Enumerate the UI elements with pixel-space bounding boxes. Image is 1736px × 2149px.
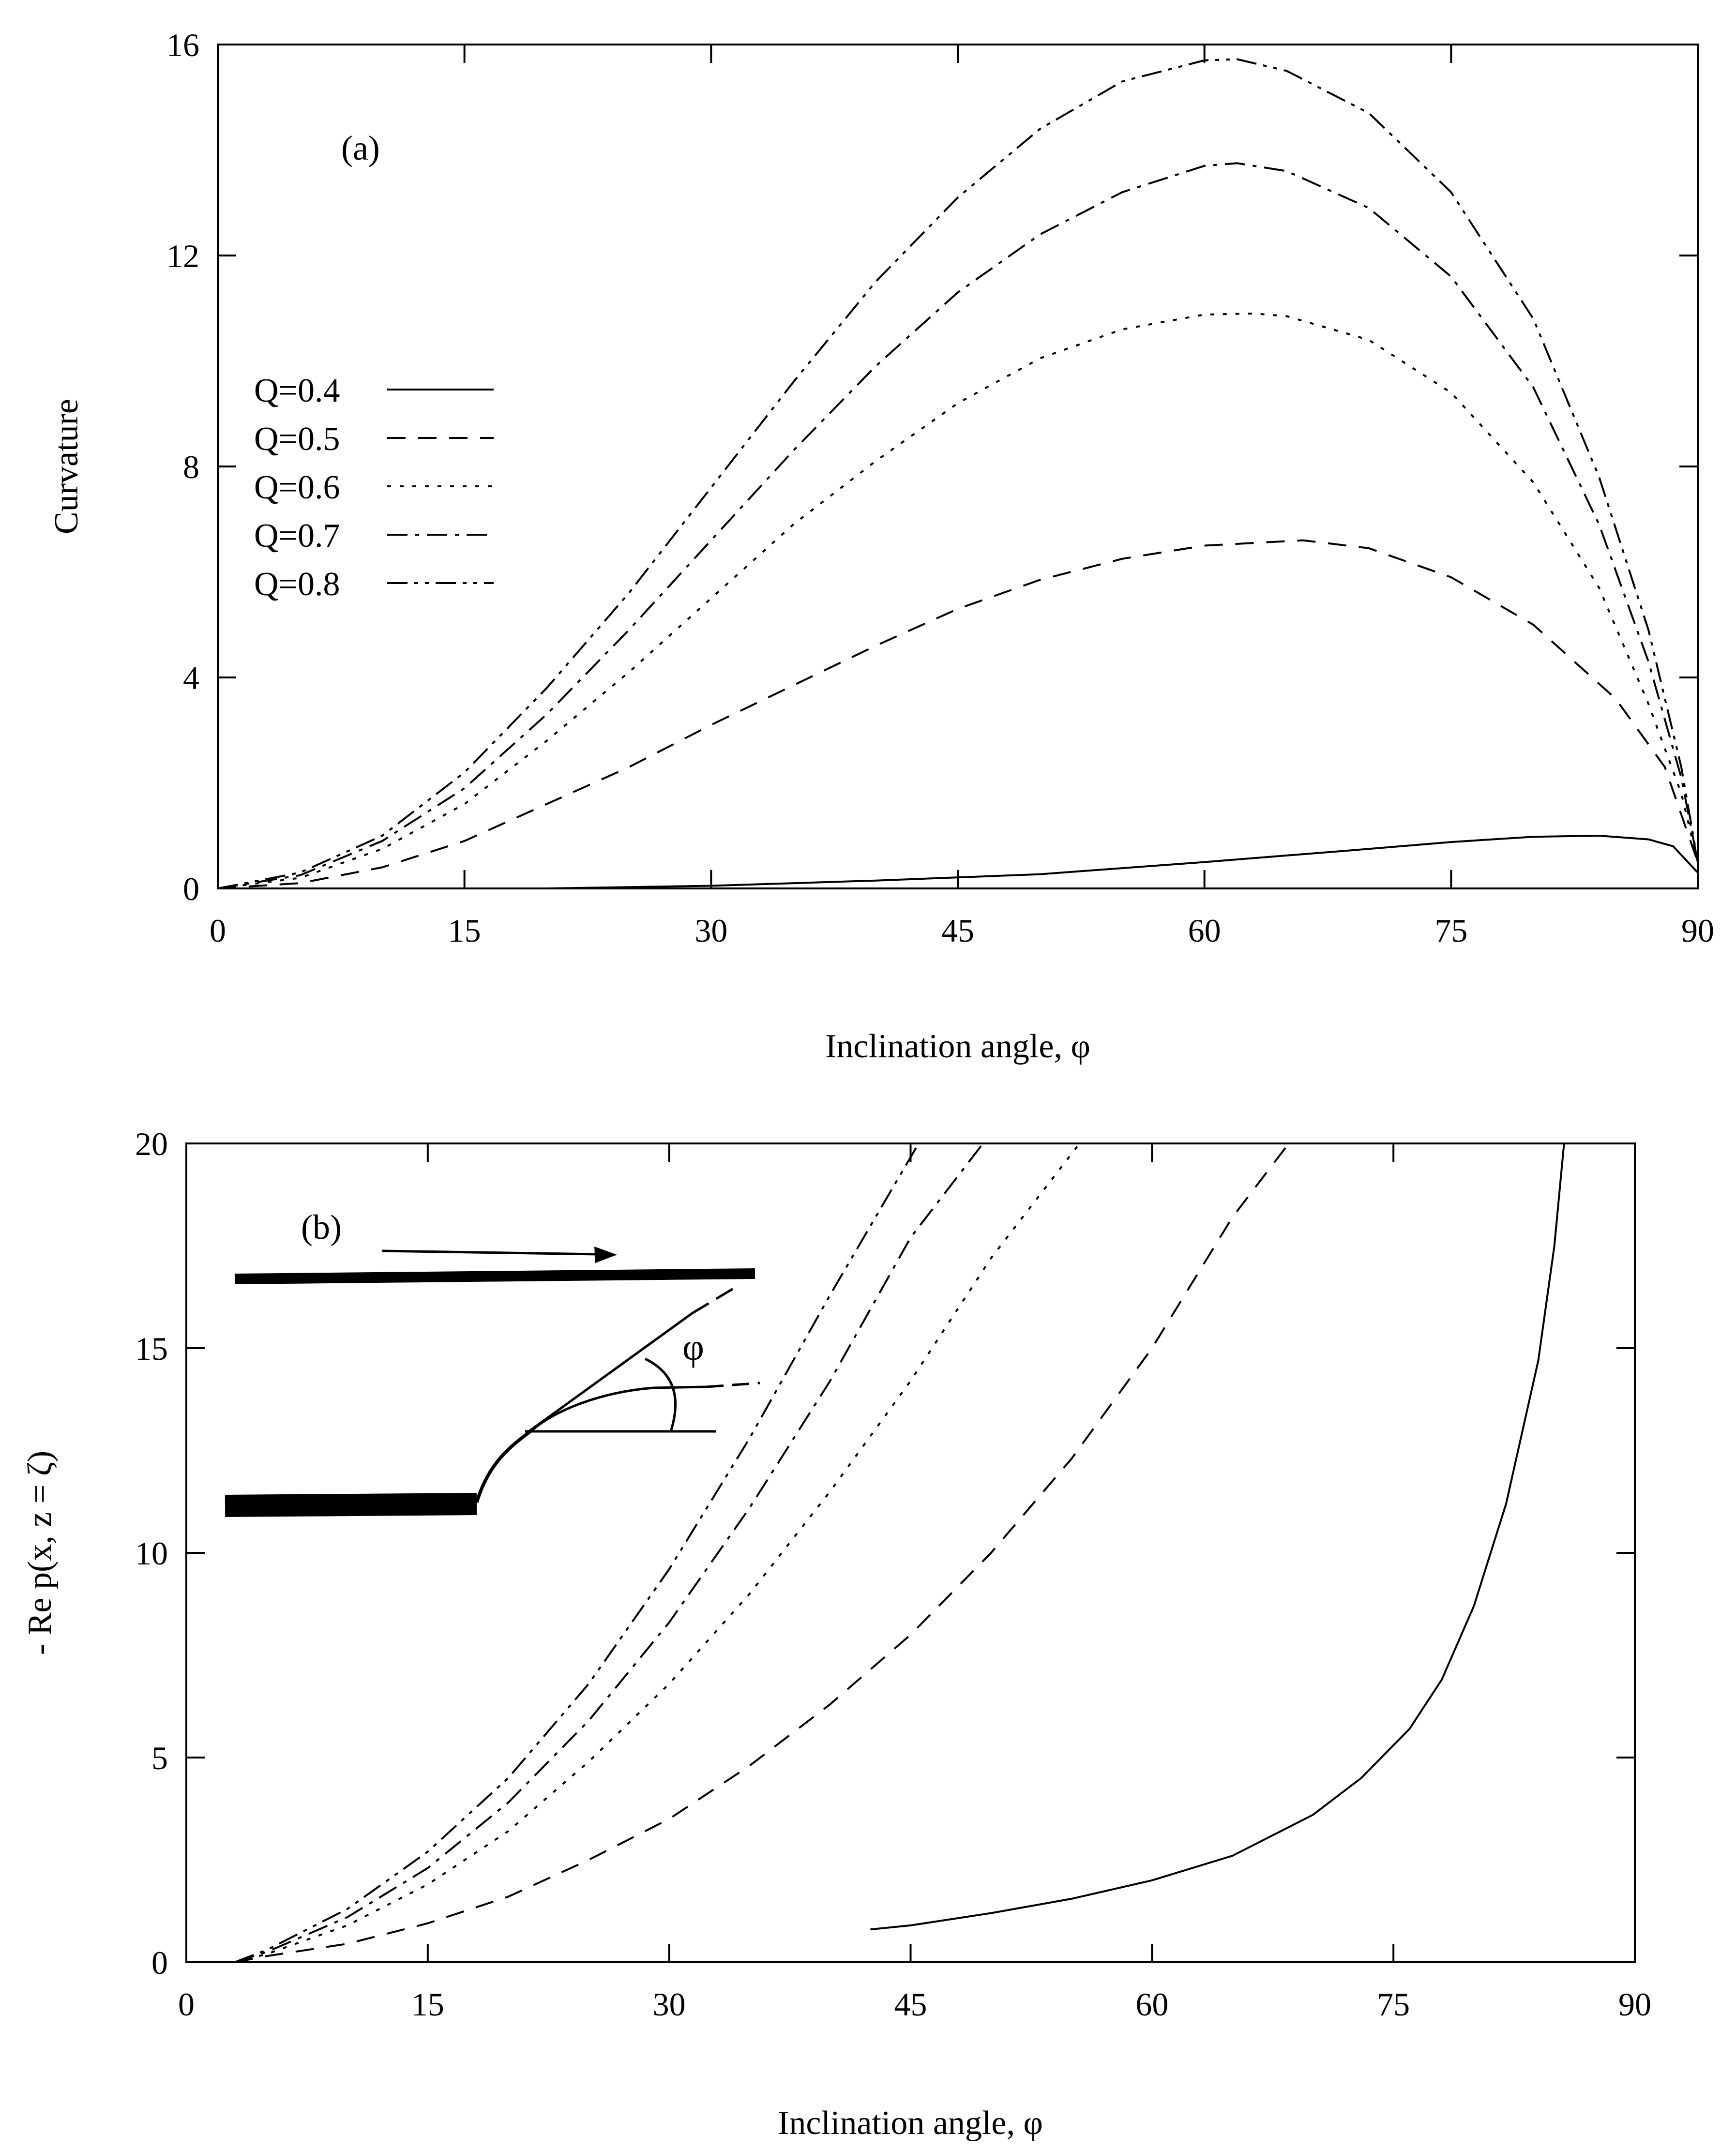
- panel-b-series-line-Q-0-5: [234, 1142, 1290, 1963]
- interface-curve: [475, 1428, 534, 1503]
- panel-a-y-tick-label: 4: [183, 660, 199, 696]
- panel-b-x-tick-label: 60: [1135, 1986, 1168, 2023]
- legend-entry-label: Q=0.7: [254, 517, 340, 555]
- panel-b-x-tick-label: 45: [894, 1986, 927, 2023]
- panel-a-ticks: 0 15 30 45 60 75 90 0 4 8 12 16: [166, 27, 1714, 949]
- upper-wall: [234, 1268, 755, 1284]
- panel-b-plot-frame: [185, 1142, 1636, 1963]
- legend-entry-label: Q=0.4: [254, 372, 340, 409]
- panel-a-series-line-Q-0-4: [546, 835, 1699, 889]
- panel-a-y-tick-label: 12: [166, 238, 199, 274]
- tangent-line: [527, 1312, 693, 1434]
- panel-a-y-tick-label: 16: [166, 27, 199, 63]
- panel-a-series-line-Q-0-5: [217, 539, 1699, 889]
- panel-a-series-line-Q-0-7: [217, 162, 1699, 889]
- panel-b-x-tick-label: 15: [411, 1986, 444, 2023]
- panel-a-y-axis-title: Curvature: [48, 399, 85, 534]
- lower-wall: [225, 1493, 477, 1517]
- legend-entry-label: Q=0.6: [254, 469, 340, 506]
- panel-a-x-tick-label: 90: [1681, 912, 1714, 949]
- tangent-dashed-extension: [691, 1286, 737, 1315]
- panel-a-x-tick-label: 15: [448, 912, 481, 949]
- panel-b-y-tick-label: 20: [135, 1126, 168, 1162]
- panel-b-chart: 0 15 30 45 60 75 90 0 5 10 15 20 (b) Inclination an…: [21, 1126, 1651, 2142]
- panel-a-y-tick-label: 0: [183, 871, 199, 907]
- panel-b-y-tick-label: 15: [135, 1330, 168, 1367]
- panel-b-series-line-Q-0-4: [870, 1143, 1565, 1931]
- interface-profile: [531, 1385, 707, 1431]
- inset-schematic: φ: [225, 1247, 760, 1517]
- legend-entry-label: Q=0.5: [254, 421, 340, 458]
- panel-a-x-tick-label: 45: [941, 912, 974, 949]
- panel-b-label: (b): [301, 1208, 342, 1247]
- panel-a-x-tick-label: 60: [1188, 912, 1221, 949]
- flow-direction-arrow: [382, 1249, 598, 1256]
- inset-angle-symbol: φ: [682, 1326, 704, 1368]
- panel-b-x-tick-label: 30: [653, 1986, 686, 2023]
- panel-b-ticks: 0 15 30 45 60 75 90 0 5 10 15 20: [135, 1126, 1651, 2023]
- panel-b-y-tick-label: 10: [135, 1535, 168, 1572]
- panel-a-x-tick-label: 30: [694, 912, 727, 949]
- panel-b-series-line-Q-0-6: [234, 1142, 1081, 1963]
- panel-b-series-line-Q-0-8: [234, 1142, 920, 1963]
- panel-b-x-tick-label: 90: [1618, 1986, 1651, 2023]
- panel-a-y-tick-label: 8: [183, 449, 199, 485]
- angle-arc: [644, 1357, 677, 1432]
- panel-a-x-tick-label: 75: [1434, 912, 1467, 949]
- panel-a-label: (a): [341, 129, 380, 167]
- panel-b-series-line-Q-0-7: [234, 1142, 984, 1963]
- panel-a-plot-frame: [217, 44, 1699, 889]
- panel-b-series-layer: [234, 1142, 1565, 1963]
- panel-b-y-axis-title: - Re p(x, z = ζ): [21, 1451, 59, 1655]
- arrow-head-icon: [594, 1247, 617, 1263]
- panel-a-x-tick-label: 0: [210, 912, 226, 949]
- panel-a-series-layer: [217, 58, 1699, 889]
- panel-b-x-tick-label: 75: [1377, 1986, 1410, 2023]
- panel-b-x-tick-label: 0: [178, 1986, 195, 2023]
- panel-a-chart: 0 15 30 45 60 75 90 0 4 8 12 16 (a) Inclination ang…: [48, 27, 1714, 1065]
- panel-b-y-tick-label: 5: [151, 1740, 168, 1776]
- panel-a-legend: Q=0.4 Q=0.5 Q=0.6 Q=0.7 Q=0.8: [254, 372, 494, 603]
- interface-dashed-extension: [706, 1382, 760, 1388]
- legend-entry-label: Q=0.8: [254, 566, 340, 603]
- panel-a-series-line-Q-0-8: [217, 58, 1699, 889]
- panel-a-x-axis-title: Inclination angle, φ: [825, 1028, 1090, 1065]
- panel-a-series-line-Q-0-6: [217, 312, 1699, 889]
- panel-b-y-tick-label: 0: [151, 1944, 168, 1981]
- panel-b-x-axis-title: Inclination angle, φ: [778, 2104, 1043, 2142]
